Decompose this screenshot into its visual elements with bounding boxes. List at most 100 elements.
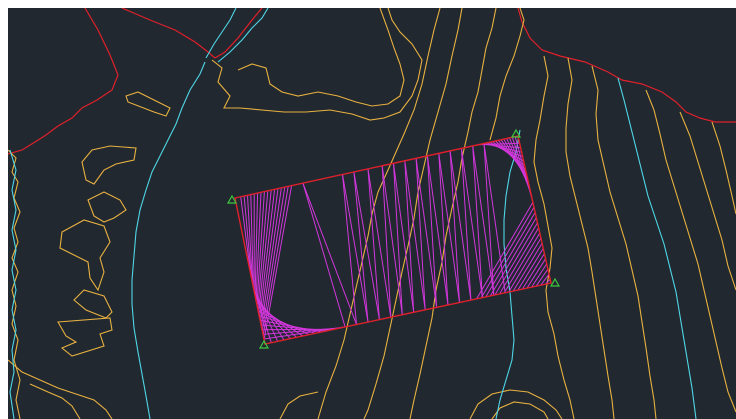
contour-line <box>317 8 441 419</box>
triangulation-line-43 <box>262 186 289 336</box>
contour-closed-shape <box>73 289 113 319</box>
contour-line <box>533 55 575 419</box>
contour-closed-shape <box>59 219 111 292</box>
triangulation-line-13 <box>404 160 415 313</box>
index-contour-line <box>205 8 237 59</box>
drawing-viewport[interactable] <box>8 8 736 419</box>
contour-line <box>679 111 736 291</box>
triangulation-line-7 <box>367 168 380 320</box>
index-contour-line <box>495 129 521 419</box>
contour-closed-shape <box>57 317 113 357</box>
triangulation-line-31 <box>247 195 253 283</box>
triangulation-line-35 <box>255 192 262 301</box>
triangulation-line-14 <box>404 160 426 310</box>
contour-line <box>211 8 423 121</box>
triangulation-line-36 <box>256 191 265 305</box>
triangulation-line-22 <box>449 150 472 301</box>
triangulation-line-72 <box>535 268 549 287</box>
contour-line <box>279 391 319 419</box>
triangulation-line-70 <box>526 258 547 289</box>
triangulation-line-9 <box>381 165 392 318</box>
vertex-marker-4[interactable] <box>258 339 270 349</box>
triangulation-line-30 <box>243 195 252 279</box>
triangulation-line-71 <box>531 263 548 288</box>
index-contour-layer <box>9 8 697 419</box>
contour-line <box>469 389 563 419</box>
triangulation-line-18 <box>426 155 449 306</box>
triangulation-line-15 <box>415 158 426 310</box>
triangulation-line-42 <box>261 187 286 331</box>
contour-line <box>29 383 81 419</box>
vertex-marker-1[interactable] <box>226 194 238 204</box>
triangulation-line-27 <box>483 143 495 296</box>
triangulation-line-38 <box>258 190 272 314</box>
triangulation-line-65 <box>503 232 541 294</box>
index-contour-line <box>9 149 17 419</box>
triangulation-line-20 <box>438 153 460 303</box>
triangulation-line-59 <box>476 201 534 300</box>
triangulation-line-5 <box>353 171 369 323</box>
vertex-marker-2[interactable] <box>510 128 522 138</box>
triangulation-line-19 <box>438 153 449 306</box>
triangulation-line-16 <box>415 158 438 308</box>
index-contour-line <box>617 77 697 419</box>
triangulation-line-11 <box>393 163 403 315</box>
triangulation-line-3 <box>342 174 357 325</box>
triangulation-line-2 <box>302 182 357 325</box>
triangulation-line-60 <box>480 207 535 299</box>
triangulation-line-29 <box>240 196 252 274</box>
vertex-marker-3[interactable] <box>549 277 561 287</box>
triangulation-line-61 <box>485 212 536 298</box>
triangulation-line-69 <box>521 253 545 290</box>
boundary-line <box>214 8 263 59</box>
contour-line <box>645 89 736 413</box>
triangulation-line-39 <box>259 189 276 318</box>
selection-rectangle[interactable] <box>234 135 552 345</box>
triangulation-line-66 <box>508 237 542 293</box>
triangulation-line-25 <box>472 145 483 298</box>
contour-line <box>565 57 615 419</box>
contour-closed-shape <box>125 91 171 117</box>
boundary-line <box>8 8 119 155</box>
triangulation-line-28 <box>483 143 506 293</box>
triangulation-line-12 <box>393 163 415 313</box>
triangulation-line-34 <box>254 192 259 296</box>
triangulation-line-62 <box>489 217 537 297</box>
triangulation-line-23 <box>460 148 472 301</box>
contour-line <box>491 401 549 419</box>
contour-layer <box>8 8 736 419</box>
index-contour-line <box>131 61 206 419</box>
triangulation-line-64 <box>499 227 540 295</box>
contour-line <box>489 8 525 141</box>
triangulation-line-67 <box>512 243 543 292</box>
triangulation-line-40 <box>260 188 279 323</box>
triangulation-line-6 <box>353 171 380 320</box>
vertex-markers <box>226 128 561 349</box>
boundary-layer <box>8 8 736 155</box>
triangulation-line-63 <box>494 222 538 296</box>
triangulation-line-10 <box>381 165 403 315</box>
triangulation-line-37 <box>257 190 269 310</box>
contour-line <box>8 149 21 419</box>
triangulation-line-17 <box>426 155 438 308</box>
triangulation-line-32 <box>250 194 254 288</box>
contour-closed-shape <box>81 145 137 185</box>
triangulation-line-52 <box>257 310 310 336</box>
triangulation-line-41 <box>260 187 282 327</box>
index-contour-line <box>217 8 269 63</box>
triangulation-line-58 <box>263 326 347 340</box>
triangulation-line-1 <box>302 182 346 328</box>
triangulation-line-26 <box>472 145 495 296</box>
cad-drawing-canvas[interactable] <box>8 8 736 419</box>
triangulation-line-4 <box>342 174 369 323</box>
contour-closed-shape <box>87 191 127 223</box>
triangulation-line-73 <box>540 273 550 286</box>
contour-line <box>409 8 497 419</box>
contour-line <box>237 8 405 107</box>
triangulation-line-8 <box>367 168 392 318</box>
contour-line <box>8 359 113 419</box>
boundary-line <box>121 8 216 59</box>
triangulation-line-24 <box>460 148 483 298</box>
boundary-line <box>517 8 736 123</box>
